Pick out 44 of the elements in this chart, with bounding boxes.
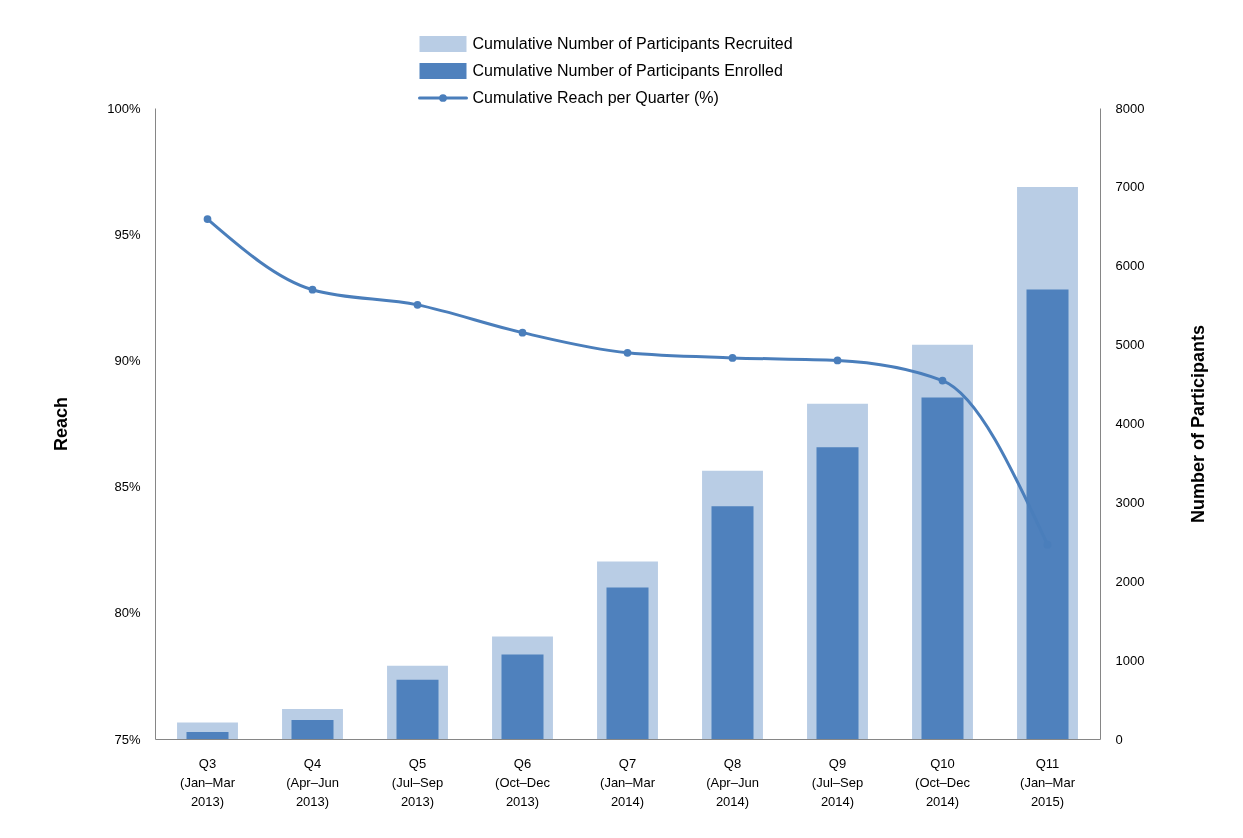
- y-tick-label: 75%: [114, 731, 141, 747]
- point: [623, 348, 632, 357]
- y-tick-label: 85%: [114, 479, 141, 495]
- y-axis-title: Reach: [51, 396, 72, 452]
- x-tick-label: Q6 (Oct–Dec 2013): [495, 755, 551, 809]
- point: [938, 376, 947, 385]
- y-tick-label: 80%: [114, 605, 141, 621]
- y2-tick-label: 2000: [1115, 573, 1145, 589]
- bar: [186, 731, 229, 739]
- bar: [816, 447, 859, 739]
- point: [518, 328, 527, 337]
- y2-tick-label: 1000: [1115, 652, 1145, 668]
- y-tick-label: 100%: [107, 100, 141, 116]
- x-tick-label: Q8 (Apr–Jun 2014): [706, 755, 759, 809]
- bar: [501, 654, 544, 739]
- y2-tick-label: 8000: [1115, 100, 1145, 116]
- legend-label: Cumulative Number of Participants Enrolled: [472, 62, 783, 79]
- point: [833, 356, 842, 365]
- x-tick-label: Q4 (Apr–Jun 2013): [286, 755, 339, 809]
- y-tick-label: 95%: [114, 226, 141, 242]
- legend-label: Cumulative Number of Participants Recruited: [472, 35, 793, 52]
- y-tick-label: 90%: [114, 352, 141, 368]
- point: [728, 354, 737, 362]
- y2-tick-label: 4000: [1115, 416, 1145, 431]
- bar: [396, 679, 439, 739]
- y2-tick-label: 7000: [1115, 179, 1145, 195]
- y2-tick-label: 3000: [1115, 494, 1145, 510]
- y2-tick-label: 0: [1115, 731, 1123, 747]
- y2-tick-label: 6000: [1115, 258, 1145, 274]
- point: [308, 285, 317, 294]
- y2-axis-title: Number of Participants: [1188, 324, 1209, 524]
- x-tick-label: Q9 (Jul–Sep 2014): [811, 755, 864, 809]
- bar: [606, 587, 649, 739]
- bar: [291, 720, 334, 739]
- bar: [711, 506, 754, 739]
- point: [203, 215, 212, 223]
- x-tick-label: Q10 (Oct–Dec 2014): [915, 755, 971, 809]
- x-tick-label: Q11 (Jan–Mar 2015): [1020, 755, 1076, 809]
- x-tick-label: Q5 (Jul–Sep 2013): [391, 755, 444, 809]
- x-tick-label: Q7 (Jan–Mar 2014): [600, 755, 656, 809]
- point: [413, 301, 422, 309]
- y2-tick-label: 5000: [1115, 337, 1145, 353]
- x-tick-label: Q3 (Jan–Mar 2013): [180, 755, 236, 809]
- legend-label: Cumulative Reach per Quarter (%): [472, 89, 719, 106]
